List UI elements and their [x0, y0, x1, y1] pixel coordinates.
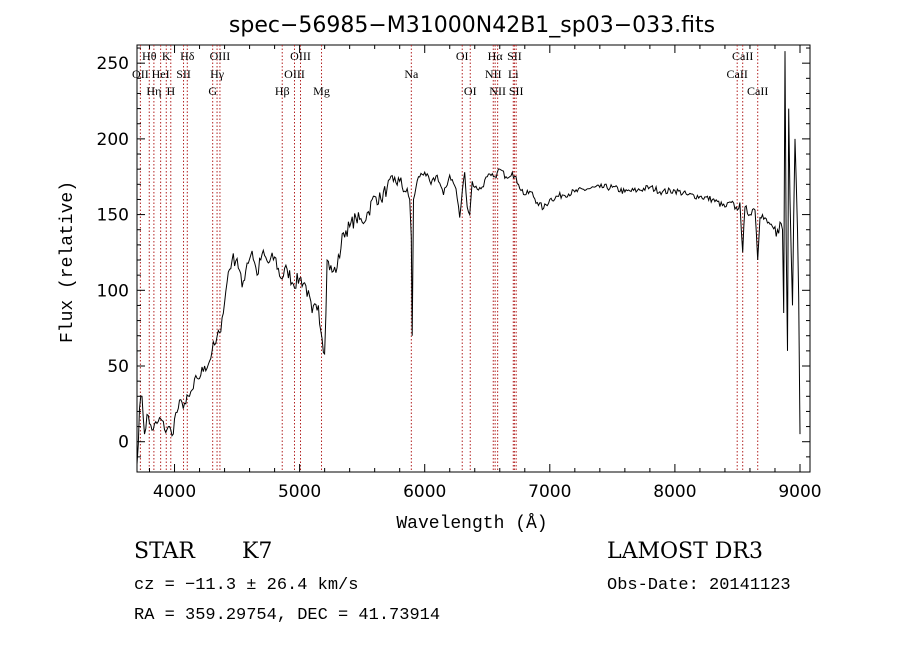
y-tick-label: 200: [97, 130, 129, 150]
y-tick-label: 250: [97, 54, 129, 74]
x-tick-label: 7000: [528, 482, 571, 502]
line-marker-label: Hδ: [180, 49, 195, 63]
observation-date: Obs-Date: 20141123: [607, 576, 791, 595]
line-marker-label: Li: [508, 67, 519, 81]
line-marker-label: OI: [464, 84, 477, 98]
line-marker-label: OIII: [284, 67, 305, 81]
x-tick-label: 9000: [778, 482, 821, 502]
line-marker-label: NII: [485, 67, 502, 81]
line-marker-label: OII: [132, 67, 149, 81]
x-tick-label: 6000: [403, 482, 446, 502]
line-marker-label: K: [162, 49, 171, 63]
line-marker-label: Hβ: [275, 84, 290, 98]
line-marker-label: SII: [507, 49, 522, 63]
y-tick-label: 0: [118, 433, 129, 453]
redshift-readout: cz = −11.3 ± 26.4 km/s: [134, 576, 358, 595]
line-marker-label: Hη: [146, 84, 161, 98]
spectral-subclass: K7: [242, 539, 272, 564]
line-marker-label: OI: [456, 49, 469, 63]
chart-title: spec−56985−M31000N42B1_sp03−033.fits: [229, 13, 715, 38]
survey-name: LAMOST DR3: [607, 539, 763, 564]
line-marker-label: G: [208, 84, 217, 98]
line-marker-label: Hγ: [210, 67, 225, 81]
plot-frame: [136, 44, 811, 473]
spectral-line-labels: OIIHθHηHeIKHSIIHδGHγOIIIHβOIIIOIIIMgNaOI…: [132, 49, 768, 98]
line-marker-label: HeI: [152, 67, 170, 81]
object-class: STAR: [134, 539, 196, 564]
line-marker-label: Na: [404, 67, 419, 81]
flux-series-line: [136, 51, 801, 465]
line-marker-label: SII: [176, 67, 191, 81]
line-marker-label: Mg: [313, 84, 330, 98]
line-marker-label: Hθ: [142, 49, 157, 63]
line-marker-label: Hα: [488, 49, 504, 63]
line-marker-label: OIII: [210, 49, 231, 63]
x-tick-label: 8000: [653, 482, 696, 502]
y-tick-label: 100: [97, 281, 129, 301]
line-marker-label: OIII: [290, 49, 311, 63]
y-tick-label: 50: [107, 357, 129, 377]
line-marker-label: CaII: [727, 67, 748, 81]
coordinates-readout: RA = 359.29754, DEC = 41.73914: [134, 606, 440, 625]
line-marker-label: H: [166, 84, 175, 98]
y-axis-label: Flux (relative): [58, 181, 78, 343]
line-marker-label: CaII: [747, 84, 768, 98]
spectral-line-markers: [139, 45, 759, 472]
y-tick-label: 150: [97, 206, 129, 226]
x-axis: 4000 5000 6000 7000 8000 9000: [149, 45, 822, 502]
line-marker-label: NII: [489, 84, 506, 98]
line-marker-label: CaII: [732, 49, 753, 63]
x-tick-label: 5000: [278, 482, 321, 502]
x-axis-label: Wavelength (Å): [396, 513, 547, 534]
y-axis: 0 50 100 150 200 250: [97, 47, 810, 458]
x-tick-label: 4000: [153, 482, 196, 502]
line-marker-label: SII: [509, 84, 524, 98]
